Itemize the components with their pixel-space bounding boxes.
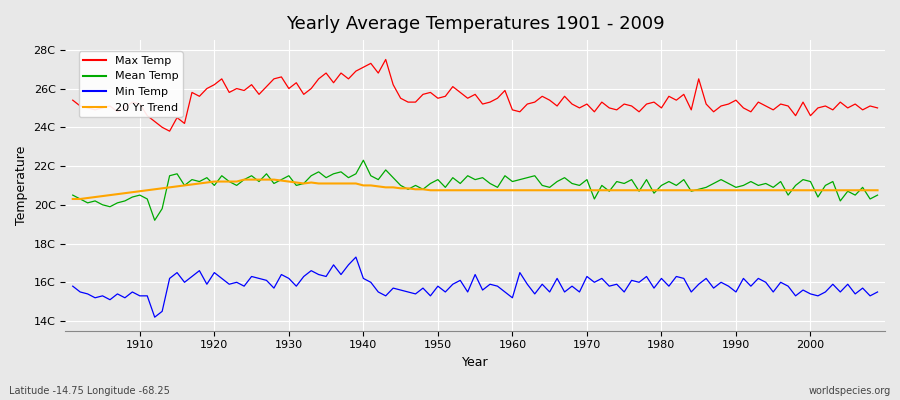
Legend: Max Temp, Mean Temp, Min Temp, 20 Yr Trend: Max Temp, Mean Temp, Min Temp, 20 Yr Tre…: [79, 52, 183, 117]
X-axis label: Year: Year: [462, 356, 489, 369]
Y-axis label: Temperature: Temperature: [15, 146, 28, 225]
Title: Yearly Average Temperatures 1901 - 2009: Yearly Average Temperatures 1901 - 2009: [286, 15, 664, 33]
Text: Latitude -14.75 Longitude -68.25: Latitude -14.75 Longitude -68.25: [9, 386, 170, 396]
Text: worldspecies.org: worldspecies.org: [809, 386, 891, 396]
